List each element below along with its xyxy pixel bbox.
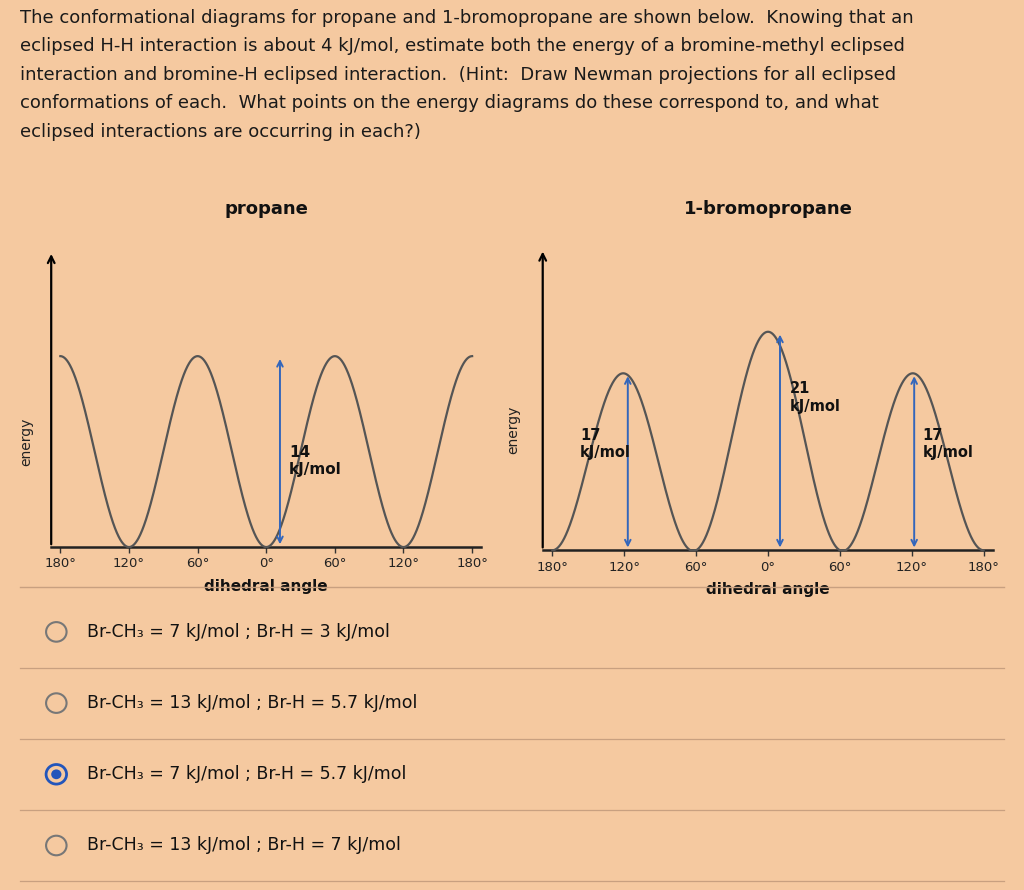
Text: Br-CH₃ = 13 kJ/mol ; Br-H = 5.7 kJ/mol: Br-CH₃ = 13 kJ/mol ; Br-H = 5.7 kJ/mol (87, 694, 418, 712)
X-axis label: dihedral angle: dihedral angle (205, 578, 328, 594)
Text: Br-CH₃ = 13 kJ/mol ; Br-H = 7 kJ/mol: Br-CH₃ = 13 kJ/mol ; Br-H = 7 kJ/mol (87, 837, 401, 854)
X-axis label: dihedral angle: dihedral angle (707, 582, 829, 597)
Text: 17
kJ/mol: 17 kJ/mol (923, 428, 974, 460)
Text: 14
kJ/mol: 14 kJ/mol (289, 445, 342, 477)
Title: 1-bromopropane: 1-bromopropane (684, 200, 852, 218)
Title: propane: propane (224, 200, 308, 218)
Text: The conformational diagrams for propane and 1-bromopropane are shown below.  Kno: The conformational diagrams for propane … (20, 9, 914, 141)
Text: 21
kJ/mol: 21 kJ/mol (790, 381, 841, 414)
Text: Br-CH₃ = 7 kJ/mol ; Br-H = 3 kJ/mol: Br-CH₃ = 7 kJ/mol ; Br-H = 3 kJ/mol (87, 623, 390, 641)
Text: Br-CH₃ = 7 kJ/mol ; Br-H = 5.7 kJ/mol: Br-CH₃ = 7 kJ/mol ; Br-H = 5.7 kJ/mol (87, 765, 407, 783)
Text: energy: energy (506, 406, 520, 454)
Text: energy: energy (19, 418, 33, 466)
Text: 17
kJ/mol: 17 kJ/mol (580, 428, 631, 460)
